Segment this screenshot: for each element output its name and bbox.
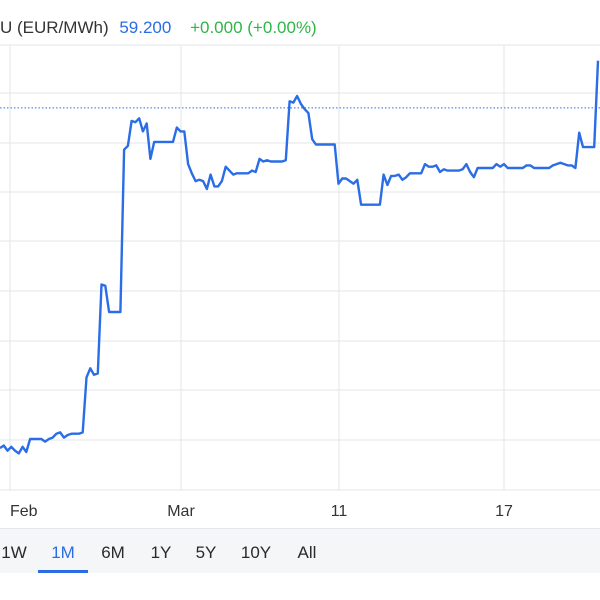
instrument-name: U (EUR/MWh) <box>0 18 109 37</box>
range-tab-1y[interactable]: 1Y <box>150 543 172 562</box>
instrument-header: U (EUR/MWh) 59.200 +0.000 (+0.00%) <box>0 18 317 46</box>
x-tick-label: Mar <box>167 503 195 520</box>
x-axis-tick-labels: Feb Mar 11 17 <box>10 503 513 520</box>
chart-grid <box>0 44 600 491</box>
range-selector: 1W 1M 6M 1Y 5Y 10Y All <box>0 528 600 573</box>
price-series-line <box>0 60 600 455</box>
last-price: 59.200 <box>119 18 172 37</box>
range-tab-5y[interactable]: 5Y <box>195 543 217 562</box>
price-chart: Feb Mar 11 17 <box>0 44 600 520</box>
range-tab-10y[interactable]: 10Y <box>240 543 272 562</box>
range-tab-6m[interactable]: 6M <box>101 543 125 562</box>
range-tab-1w[interactable]: 1W <box>1 543 27 562</box>
x-tick-label: Feb <box>10 503 38 520</box>
range-tab-all[interactable]: All <box>297 543 317 562</box>
range-tab-1m[interactable]: 1M <box>38 529 88 573</box>
x-tick-label: 17 <box>495 503 513 520</box>
x-tick-label: 11 <box>331 503 348 520</box>
price-change: +0.000 (+0.00%) <box>190 18 317 37</box>
